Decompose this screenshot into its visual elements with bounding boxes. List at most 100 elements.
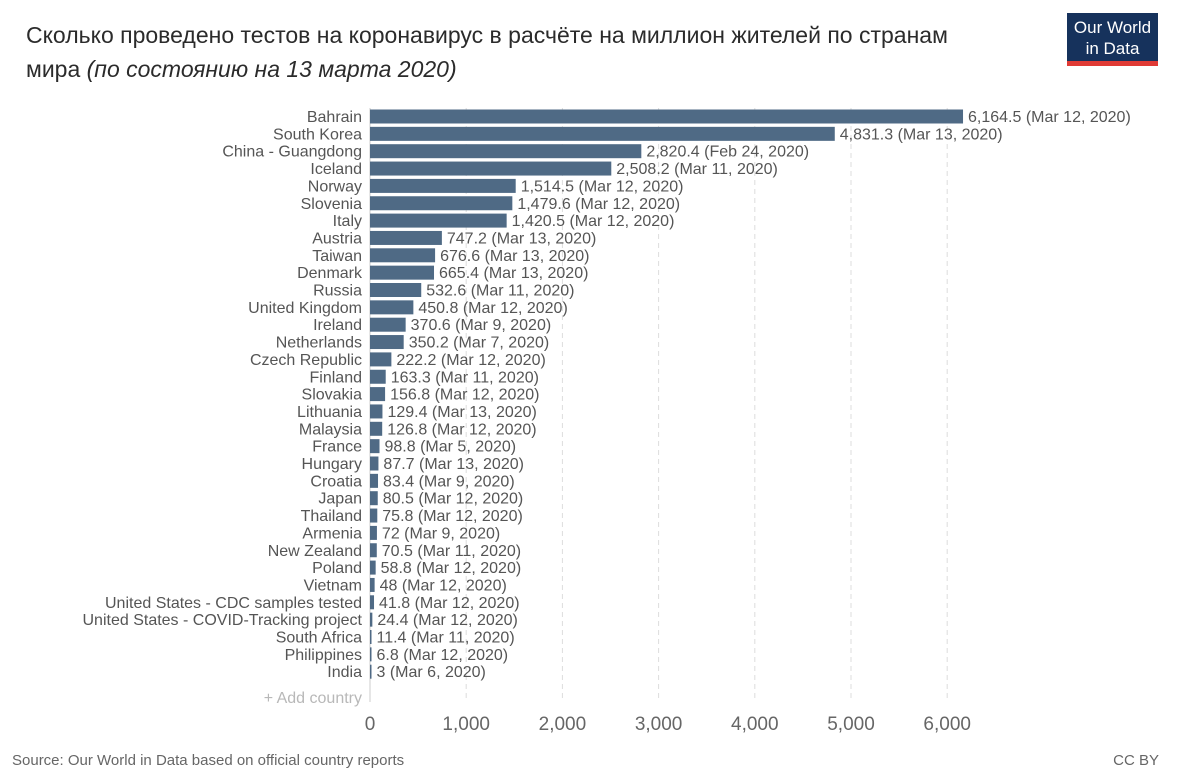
bar — [370, 352, 392, 367]
category-label: Norway — [308, 178, 362, 195]
data-label: 83.4 (Mar 9, 2020) — [383, 473, 515, 490]
bar — [370, 230, 442, 245]
data-label: 6.8 (Mar 12, 2020) — [377, 647, 509, 664]
category-label: France — [312, 439, 362, 456]
chart-subtitle: (по состоянию на 13 марта 2020) — [86, 56, 457, 82]
data-label: 24.4 (Mar 12, 2020) — [377, 612, 518, 629]
data-label: 4,831.3 (Mar 13, 2020) — [840, 126, 1003, 143]
bar — [370, 196, 513, 211]
data-label: 1,420.5 (Mar 12, 2020) — [512, 213, 675, 230]
x-tick-label: 5,000 — [827, 714, 875, 735]
data-label: 87.7 (Mar 13, 2020) — [383, 456, 524, 473]
bar — [370, 178, 516, 193]
bar — [370, 525, 377, 540]
bar — [370, 161, 612, 176]
bar — [370, 213, 507, 228]
data-label: 747.2 (Mar 13, 2020) — [447, 230, 596, 247]
data-label: 129.4 (Mar 13, 2020) — [387, 404, 536, 421]
source-note[interactable]: Source: Our World in Data based on offic… — [12, 752, 405, 769]
category-label: India — [327, 664, 362, 681]
category-label: Slovenia — [301, 196, 362, 213]
data-label: 676.6 (Mar 13, 2020) — [440, 248, 589, 265]
data-label: 3 (Mar 6, 2020) — [377, 664, 486, 681]
chart-title-main: Сколько проведено тестов на коронавирус … — [26, 22, 948, 82]
bar — [370, 387, 386, 402]
x-tick-label: 0 — [365, 714, 376, 735]
bar — [370, 560, 376, 575]
bar — [370, 664, 372, 679]
category-label: Croatia — [310, 473, 362, 490]
category-label: Philippines — [285, 647, 362, 664]
data-label: 6,164.5 (Mar 12, 2020) — [968, 109, 1131, 126]
bar — [370, 595, 375, 610]
category-label: Poland — [312, 560, 362, 577]
data-label: 665.4 (Mar 13, 2020) — [439, 265, 588, 282]
category-label: New Zealand — [268, 543, 362, 560]
data-label: 1,514.5 (Mar 12, 2020) — [521, 178, 684, 195]
bar — [370, 335, 404, 350]
category-label: Finland — [310, 369, 362, 386]
data-label: 163.3 (Mar 11, 2020) — [391, 369, 539, 386]
category-label: Armenia — [302, 525, 362, 542]
data-label: 98.8 (Mar 5, 2020) — [385, 439, 517, 456]
data-label: 126.8 (Mar 12, 2020) — [387, 421, 536, 438]
category-label: Hungary — [302, 456, 362, 473]
data-label: 1,479.6 (Mar 12, 2020) — [517, 196, 680, 213]
bar — [370, 439, 380, 454]
bar — [370, 473, 379, 488]
data-label: 11.4 (Mar 11, 2020) — [377, 630, 515, 647]
category-label: South Africa — [276, 630, 362, 647]
bar — [370, 300, 414, 315]
category-label: Iceland — [310, 161, 362, 178]
bar — [370, 283, 422, 297]
bar — [370, 577, 375, 592]
data-label: 58.8 (Mar 12, 2020) — [381, 560, 522, 577]
category-label: Japan — [318, 491, 362, 508]
category-label: Slovakia — [302, 387, 363, 404]
add-country-button[interactable]: + Add country — [264, 690, 362, 707]
bar — [370, 369, 386, 384]
owid-logo[interactable]: Our World in Data — [1067, 13, 1158, 66]
category-label: United States - CDC samples tested — [105, 595, 362, 612]
category-label: South Korea — [273, 126, 362, 143]
category-label: Netherlands — [276, 335, 362, 352]
bar — [370, 317, 406, 332]
bar — [370, 248, 436, 263]
data-label: 222.2 (Mar 12, 2020) — [396, 352, 545, 369]
bar — [370, 508, 378, 523]
x-tick-label: 2,000 — [539, 714, 587, 735]
data-label: 370.6 (Mar 9, 2020) — [411, 317, 552, 334]
category-label: United Kingdom — [248, 300, 362, 317]
license-link[interactable]: CC BY — [1113, 752, 1159, 769]
category-label: China - Guangdong — [222, 144, 362, 161]
bar — [370, 456, 379, 471]
x-tick-label: 3,000 — [635, 714, 683, 735]
category-label: Taiwan — [312, 248, 362, 265]
data-label: 2,508.2 (Mar 11, 2020) — [616, 161, 778, 178]
data-label: 80.5 (Mar 12, 2020) — [383, 491, 524, 508]
bar — [370, 543, 377, 558]
category-label: United States - COVID-Tracking project — [83, 612, 363, 629]
data-label: 70.5 (Mar 11, 2020) — [382, 543, 521, 560]
bar — [370, 630, 372, 644]
x-tick-label: 6,000 — [923, 714, 971, 735]
bar — [370, 144, 642, 159]
bar-chart: Bahrain 6,164.5 (Mar 12, 2020) South Korea… — [83, 108, 1131, 735]
bar — [370, 421, 383, 436]
bar — [370, 265, 435, 280]
bar — [370, 126, 835, 141]
category-label: Russia — [313, 283, 362, 300]
category-label: Malaysia — [299, 421, 362, 438]
logo-line-1: Our World — [1073, 18, 1152, 37]
category-label: Lithuania — [297, 404, 362, 421]
logo-line-2: in Data — [1085, 39, 1140, 58]
bar — [370, 404, 383, 419]
category-label: Bahrain — [307, 109, 362, 126]
x-tick-label: 4,000 — [731, 714, 779, 735]
data-label: 2,820.4 (Feb 24, 2020) — [646, 144, 809, 161]
data-label: 41.8 (Mar 12, 2020) — [379, 595, 520, 612]
bar — [370, 109, 964, 124]
data-label: 48 (Mar 12, 2020) — [380, 577, 507, 594]
category-label: Vietnam — [304, 577, 362, 594]
category-label: Italy — [333, 213, 362, 230]
